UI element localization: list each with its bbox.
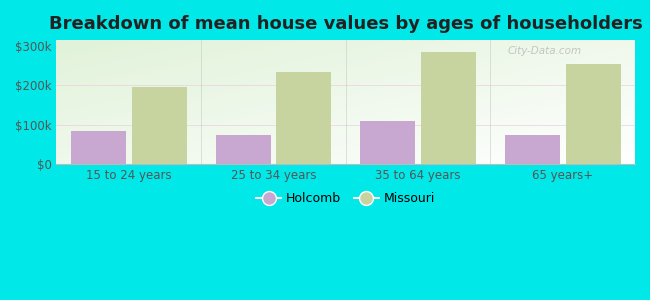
Bar [421, 52, 476, 164]
Title: Breakdown of mean house values by ages of householders: Breakdown of mean house values by ages o… [49, 15, 643, 33]
Bar [132, 87, 187, 164]
Legend: Holcomb, Missouri: Holcomb, Missouri [252, 187, 440, 210]
Bar [71, 131, 126, 164]
Bar [216, 135, 270, 164]
Bar [566, 64, 621, 164]
Bar [276, 72, 332, 164]
Text: City-Data.com: City-Data.com [508, 46, 582, 56]
Bar [360, 121, 415, 164]
Bar [505, 135, 560, 164]
